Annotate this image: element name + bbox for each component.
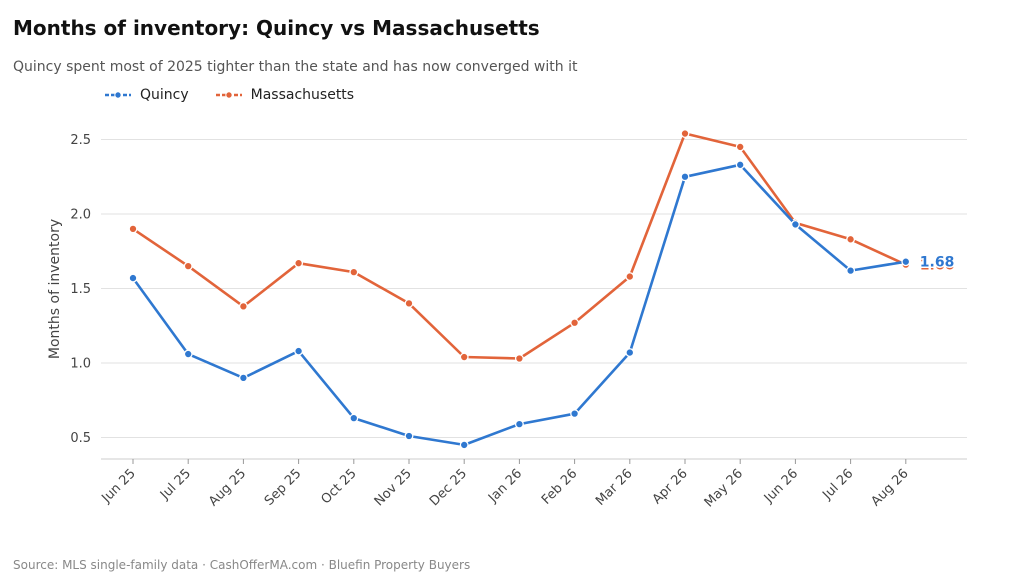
y-tick-label: 1.5 <box>70 282 91 297</box>
legend-swatch-quincy-icon <box>105 91 131 99</box>
data-point-massachusetts <box>294 258 304 268</box>
source-footnote: Source: MLS single-family data · CashOff… <box>13 558 471 572</box>
data-point-massachusetts <box>238 301 248 311</box>
x-tick-label: Jan 26 <box>485 466 525 506</box>
data-point-quincy <box>459 440 469 450</box>
data-point-massachusetts <box>128 224 138 234</box>
series-layer <box>128 129 911 450</box>
data-point-quincy <box>846 266 856 276</box>
y-axis-label: Months of inventory <box>47 219 63 359</box>
x-tick-label: Jul 26 <box>819 466 856 503</box>
data-point-quincy <box>294 346 304 356</box>
x-tick-label: Oct 25 <box>319 466 360 507</box>
data-point-massachusetts <box>846 234 856 244</box>
data-point-quincy <box>680 172 690 182</box>
legend-label-massachusetts: Massachusetts <box>250 87 355 103</box>
data-point-massachusetts <box>514 354 524 363</box>
legend-swatch-massachusetts-icon <box>215 91 242 99</box>
data-point-quincy <box>790 219 800 229</box>
x-tick-label: Apr 26 <box>650 466 691 507</box>
data-point-massachusetts <box>459 352 469 362</box>
grid-layer <box>101 139 967 438</box>
x-tick-label: Jul 25 <box>157 466 194 503</box>
label-layer: 1.661.68 <box>918 253 956 275</box>
chart-title: Months of inventory: Quincy vs Massachus… <box>13 16 540 40</box>
data-point-quincy <box>404 431 414 441</box>
x-tick-label: Aug 26 <box>868 466 911 509</box>
y-tick-label: 0.5 <box>70 431 91 446</box>
data-point-quincy <box>735 160 745 170</box>
x-tick-label: Jun 26 <box>761 466 801 506</box>
y-tick-label: 2.5 <box>70 133 91 148</box>
data-point-massachusetts <box>735 142 745 152</box>
data-point-quincy <box>514 419 524 429</box>
legend-item-massachusetts: Massachusetts <box>215 87 354 103</box>
x-tick-label: Nov 25 <box>372 466 415 509</box>
data-point-massachusetts <box>570 318 580 328</box>
x-tick-label: Dec 25 <box>427 466 470 509</box>
data-point-quincy <box>349 413 359 423</box>
x-tick-label: Aug 25 <box>206 466 249 509</box>
data-point-massachusetts <box>680 129 690 138</box>
axis-layer: 0.5 1.0 1.5 2.0 2.5 Jun 25 Jul 25 Aug 25 Sep 25 O… <box>70 133 967 510</box>
legend-label-quincy: Quincy <box>140 87 189 103</box>
legend-item-quincy: Quincy <box>104 87 189 103</box>
series-line-quincy <box>131 163 907 447</box>
y-tick-label: 2.0 <box>70 208 91 223</box>
data-point-massachusetts <box>404 298 414 308</box>
data-point-quincy <box>901 257 911 267</box>
data-point-massachusetts <box>625 272 635 282</box>
end-label-quincy: 1.68 <box>920 255 955 271</box>
data-point-massachusetts <box>183 261 193 271</box>
x-tick-label: Mar 26 <box>593 466 636 509</box>
x-tick-label: Feb 26 <box>539 466 581 508</box>
data-point-quincy <box>183 349 193 359</box>
series-line-massachusetts <box>132 132 907 360</box>
chart-subtitle: Quincy spent most of 2025 tighter than t… <box>13 59 578 75</box>
data-point-quincy <box>238 373 248 383</box>
end-label-massachusetts: 1.66 <box>920 258 955 274</box>
data-point-quincy <box>625 348 635 358</box>
x-tick-label: Sep 25 <box>262 466 305 509</box>
x-tick-label: Jun 25 <box>99 466 139 506</box>
y-tick-label: 1.0 <box>70 357 91 372</box>
data-point-quincy <box>128 273 138 283</box>
legend: Quincy Massachusetts <box>104 87 380 103</box>
x-tick-label: May 26 <box>702 466 746 510</box>
data-point-quincy <box>570 409 580 419</box>
data-point-massachusetts <box>349 267 359 277</box>
